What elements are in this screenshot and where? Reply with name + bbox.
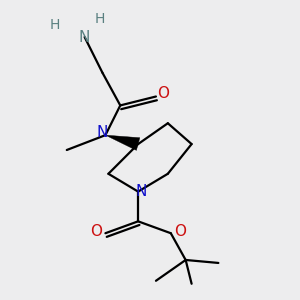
Text: N: N (97, 125, 108, 140)
Text: N: N (79, 30, 90, 45)
Text: O: O (158, 86, 169, 101)
Text: O: O (91, 224, 103, 239)
Text: H: H (94, 12, 105, 26)
Polygon shape (105, 135, 140, 150)
Text: O: O (174, 224, 186, 239)
Text: N: N (135, 184, 147, 199)
Text: H: H (50, 18, 60, 32)
